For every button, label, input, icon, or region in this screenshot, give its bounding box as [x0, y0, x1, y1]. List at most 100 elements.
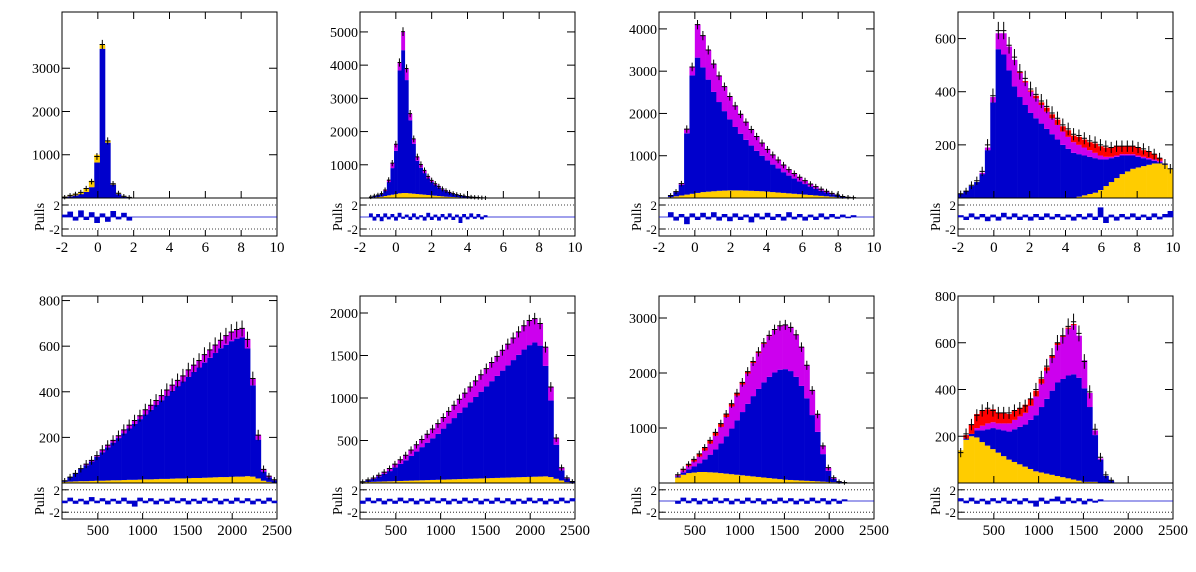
bar-blue — [403, 460, 409, 481]
pulls-tick-label: -2 — [49, 222, 60, 237]
bar-blue — [429, 438, 436, 480]
bar-blue — [1140, 158, 1147, 167]
data-point — [483, 363, 489, 374]
data-point — [1140, 143, 1147, 155]
data-point — [974, 176, 980, 185]
pull-bar — [83, 501, 90, 505]
bar-yellow — [689, 193, 696, 198]
data-point — [239, 320, 245, 337]
pull-bar — [834, 217, 841, 219]
x-tick-label: 1000 — [128, 523, 158, 539]
bar-blue — [1070, 152, 1077, 198]
bar-yellow — [94, 480, 100, 483]
data-point — [728, 399, 735, 408]
bar-blue — [419, 447, 425, 481]
bar-magenta — [770, 154, 776, 165]
y-tick-label: 3000 — [330, 92, 358, 107]
bar-blue — [723, 436, 730, 474]
pull-bar — [1167, 211, 1174, 217]
pull-bar — [748, 217, 755, 223]
bar-yellow — [753, 191, 760, 198]
data-point — [451, 191, 455, 197]
bar-blue — [694, 57, 701, 193]
bar-blue — [691, 466, 697, 473]
data-point — [437, 183, 441, 189]
bar-blue — [990, 102, 996, 198]
pull-bar — [415, 217, 420, 220]
data-point — [1049, 106, 1055, 120]
bar-blue — [244, 348, 251, 477]
bar-yellow — [1140, 166, 1147, 198]
bar-yellow — [169, 478, 176, 483]
data-point — [689, 62, 695, 72]
bar-blue — [1151, 160, 1158, 164]
bar-blue — [537, 345, 544, 477]
bar-blue — [696, 463, 703, 472]
data-point — [266, 472, 272, 480]
data-point — [963, 428, 969, 440]
pull-bar — [1044, 501, 1050, 504]
bar-magenta — [1070, 142, 1077, 153]
bar-magenta — [1146, 158, 1152, 160]
bar-yellow — [424, 480, 431, 483]
bar-yellow — [1038, 472, 1045, 483]
pull-bar — [727, 217, 733, 222]
bar-yellow — [72, 481, 79, 483]
data-point — [1162, 158, 1168, 169]
bar-blue — [376, 476, 382, 482]
bar-blue — [707, 454, 714, 473]
bar-blue — [489, 381, 495, 479]
x-tick-label: 2000 — [217, 523, 247, 539]
bar-magenta — [1070, 325, 1077, 375]
pull-bar — [1070, 217, 1077, 221]
data-point — [105, 440, 111, 451]
bar-yellow — [401, 193, 406, 198]
bar-yellow — [451, 479, 458, 483]
bar-blue — [444, 191, 449, 197]
pull-bar — [1124, 217, 1131, 220]
y-tick-label: 400 — [935, 384, 956, 399]
pull-bar — [404, 214, 409, 217]
data-point — [748, 125, 754, 134]
pull-bar — [386, 217, 391, 220]
data-point — [1060, 327, 1066, 344]
bar-magenta — [478, 374, 484, 392]
pull-bar — [710, 212, 717, 217]
bar-blue — [397, 463, 404, 481]
data-point — [365, 477, 371, 483]
data-point — [440, 186, 445, 192]
bar-magenta — [1044, 111, 1050, 129]
pull-bar — [392, 501, 398, 504]
bar-yellow — [1017, 464, 1023, 483]
pull-bar — [728, 501, 735, 505]
bar-magenta — [1017, 73, 1023, 98]
pull-bar — [788, 498, 794, 501]
data-point — [1044, 99, 1050, 114]
bar-blue — [974, 182, 980, 198]
bar-yellow — [979, 442, 986, 483]
pull-bar — [401, 217, 406, 219]
pull-bar — [1033, 501, 1039, 507]
bar-yellow — [467, 478, 474, 483]
data-point — [397, 456, 403, 464]
bar-blue — [435, 433, 441, 480]
bar-blue — [770, 164, 776, 193]
bar-yellow — [1103, 186, 1109, 198]
data-point — [401, 27, 405, 36]
data-point — [121, 424, 127, 436]
bar-yellow — [191, 477, 197, 483]
y-tick-label: 3000 — [629, 65, 657, 80]
data-point — [260, 465, 267, 474]
pull-bar — [689, 213, 696, 217]
pull-bar — [376, 498, 382, 501]
data-point — [1103, 471, 1109, 479]
pull-bar — [489, 501, 495, 504]
bar-magenta — [456, 399, 463, 413]
pull-bar — [1006, 501, 1013, 504]
x-tick-label: 2500 — [1158, 523, 1188, 539]
pull-bar — [755, 498, 762, 501]
pull-bar — [255, 498, 262, 501]
bar-yellow — [818, 195, 825, 198]
data-point — [426, 173, 430, 180]
